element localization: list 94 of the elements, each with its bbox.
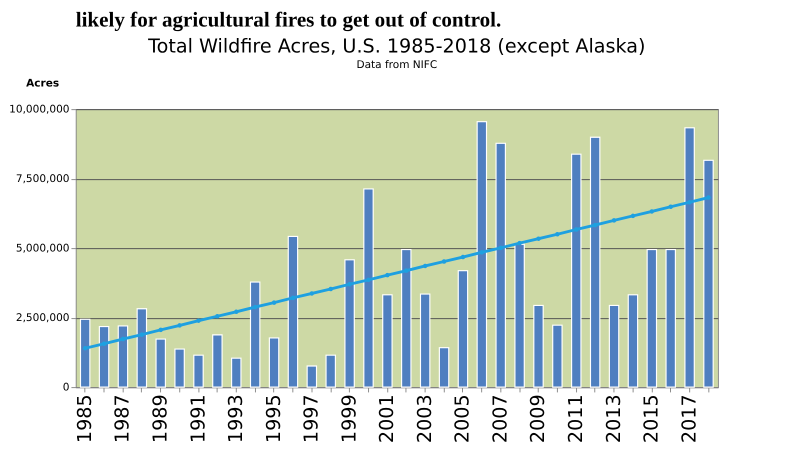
bar [608,304,620,388]
point [196,318,201,323]
bar [495,142,506,388]
bar [438,347,450,388]
x-tick-label: 1987 [110,394,134,444]
x-tick-label: 1993 [224,394,248,444]
point [706,195,711,200]
bar [382,294,393,388]
point [366,278,371,282]
bar [420,293,430,388]
bar [212,334,223,388]
x-tick-label: 1995 [262,394,285,444]
point [404,268,409,273]
bar [684,127,695,388]
bar [344,259,355,388]
point [574,227,579,232]
chart-subtitle: Data from NIFC [356,58,438,71]
x-tick-label: 1989 [148,394,172,444]
point [480,250,484,255]
bar [306,365,318,388]
point [272,300,276,305]
point [158,328,163,332]
point [177,323,182,328]
bar [590,136,600,388]
x-tick-label: 2009 [526,394,550,444]
x-tick-label: 2015 [640,394,663,444]
point [347,282,352,287]
point [82,346,88,350]
point [120,336,126,342]
bar [665,248,676,388]
point [252,304,258,310]
bar [703,160,714,388]
point [215,314,220,318]
x-tick-label: 2003 [412,394,436,444]
bar [458,270,468,388]
point [612,218,616,223]
point [290,296,296,300]
bar [80,318,90,388]
y-tick-label: 2,500,000 [16,312,70,324]
point [555,232,560,236]
x-tick-label: 2013 [602,394,625,444]
bar [571,154,582,388]
point [592,222,598,228]
point [310,291,314,296]
bar [401,248,412,388]
x-tick-label: 1991 [186,394,210,444]
point [498,246,503,250]
bar [476,121,488,388]
x-tick-label: 2007 [488,394,512,444]
point [102,342,106,346]
point [422,264,428,268]
point [140,332,144,337]
bar [155,338,166,388]
x-tick-label: 2005 [450,394,474,444]
bar [136,308,148,388]
x-tick-label: 2017 [677,394,700,444]
point [460,254,466,260]
point [536,236,541,241]
point [442,259,446,264]
bar [118,325,128,388]
bar [325,354,336,388]
point [385,272,390,278]
bar [98,326,110,388]
bar [174,348,185,388]
x-tick-label: 1999 [337,394,360,444]
bar [514,244,525,388]
x-tick-label: 1997 [300,394,323,444]
point [650,209,654,214]
bar [363,188,374,388]
y-tick-label: 5,000,000 [16,242,70,255]
point [328,286,333,292]
chart-title: Total Wildfire Acres, U.S. 1985-2018 (except Alaska) [147,34,646,58]
bar [628,294,638,388]
x-tick-label: 2011 [564,394,588,444]
bar [250,281,260,388]
point [517,240,522,246]
text: likely for agricultural fires to get out of control. [76,8,502,32]
bar [268,337,280,388]
x-tick-label: 2001 [375,394,398,444]
y-axis-title: Acres [26,78,60,90]
point [687,200,692,205]
point [234,310,239,314]
bar [646,248,658,388]
x-tick-label: 1985 [72,394,96,444]
bar [288,236,298,388]
bar [533,304,544,388]
bar [552,324,563,388]
bar [231,358,242,388]
y-tick-label: 0 [62,381,70,394]
point [668,204,673,209]
point [630,214,636,218]
y-tick-label: 7,500,000 [16,173,70,186]
bar [193,354,204,388]
y-tick-label: 10,000,000 [9,104,70,116]
